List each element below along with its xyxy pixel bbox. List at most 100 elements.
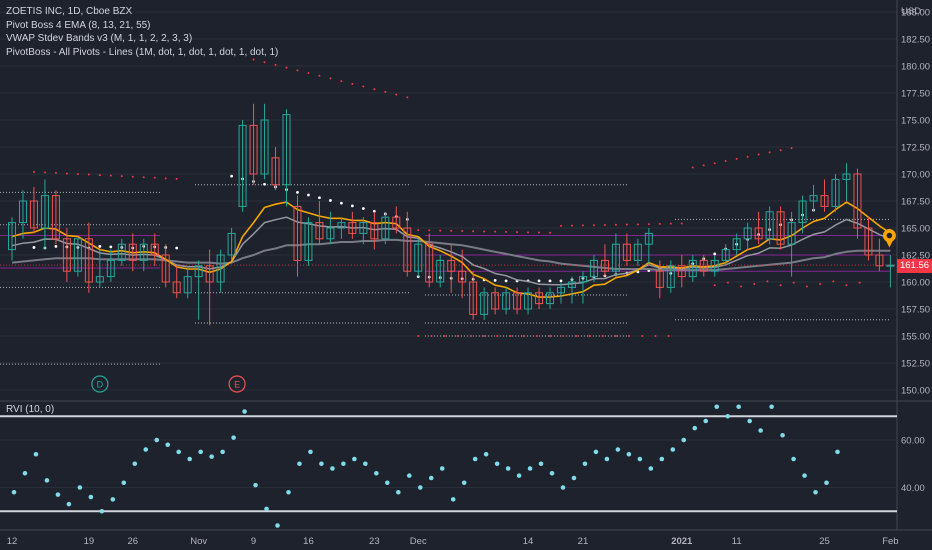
- band-dot: [592, 224, 595, 227]
- candle: [337, 217, 346, 239]
- band-dot: [516, 231, 519, 234]
- indicator-pivots[interactable]: PivotBoss - All Pivots - Lines (1M, dot,…: [6, 46, 279, 58]
- candle-body: [677, 265, 686, 278]
- rvi-dot: [538, 461, 544, 467]
- candle: [392, 206, 401, 234]
- rvi-dot: [813, 489, 818, 495]
- chart-legend: ZOETIS INC, 1D, Cboe BZX Pivot Boss 4 EM…: [6, 5, 278, 59]
- candle-body: [546, 292, 555, 305]
- event-marker-d[interactable]: D: [91, 375, 109, 393]
- candle-body: [106, 259, 115, 278]
- indicator-ema[interactable]: Pivot Boss 4 EMA (8, 13, 21, 55): [6, 19, 151, 31]
- band-dot: [496, 335, 499, 337]
- band-dot: [669, 222, 672, 225]
- event-marker-e[interactable]: E: [228, 375, 246, 393]
- vwap-dot: [537, 279, 541, 283]
- time-tick-label: Feb: [882, 536, 898, 547]
- rvi-dot: [231, 435, 236, 440]
- candle: [557, 282, 565, 304]
- rvi-dot: [198, 449, 203, 455]
- band-dot: [538, 231, 541, 234]
- band-dot: [614, 223, 617, 226]
- vwap-dot: [361, 207, 365, 210]
- price-tick-label: 152.50: [901, 359, 930, 370]
- candle: [864, 217, 873, 261]
- candle-body: [567, 281, 576, 288]
- candle-body: [644, 232, 653, 245]
- time-axis: 12 19 26 Nov 9 16 23 Dec 14 21 2021 11 25 Feb: [7, 536, 899, 547]
- candle-body: [480, 292, 489, 315]
- candle: [29, 186, 38, 234]
- band-dot: [702, 164, 705, 167]
- rvi-dot: [264, 506, 269, 512]
- vwap-dot: [329, 199, 332, 202]
- band-dot: [443, 335, 446, 337]
- band-dot: [658, 222, 661, 225]
- band-dot: [32, 170, 35, 173]
- band-dot: [406, 96, 409, 99]
- candle: [776, 206, 785, 250]
- candle: [875, 238, 884, 272]
- band-dot: [753, 282, 756, 285]
- candle: [183, 265, 192, 299]
- vwap-dot: [318, 196, 321, 200]
- band-dot: [779, 149, 782, 152]
- candle-body: [128, 243, 137, 261]
- band-dot: [252, 58, 255, 61]
- candle: [677, 255, 686, 288]
- rvi-dot: [396, 489, 401, 495]
- candle-body: [666, 265, 675, 288]
- rvi-dot: [165, 442, 171, 448]
- vwap-dot: [32, 246, 36, 249]
- price-tick-label: 155.00: [901, 332, 930, 343]
- candle-body: [622, 243, 631, 261]
- candle-body: [304, 222, 313, 261]
- band-dot: [647, 223, 650, 226]
- candle: [359, 217, 368, 245]
- candle-body: [348, 222, 357, 234]
- band-dot: [680, 222, 683, 225]
- candle: [304, 217, 313, 266]
- rvi-dot: [308, 449, 313, 455]
- rvi-title[interactable]: RVI (10, 0): [6, 404, 55, 415]
- band-dot: [307, 72, 310, 75]
- price-tick-label: 182.50: [901, 35, 930, 46]
- indicator-vwap[interactable]: VWAP Stdev Bands v3 (M, 1, 1, 2, 2, 3, 3…: [6, 33, 193, 44]
- candle-body: [62, 238, 71, 272]
- band-dot: [285, 66, 288, 69]
- vwap-dot: [296, 190, 299, 194]
- rvi-dot: [209, 454, 214, 459]
- band-dot: [509, 335, 512, 337]
- band-dot: [384, 90, 387, 93]
- vwap-dot: [109, 245, 113, 249]
- rvi-tick-label: 60.00: [901, 436, 925, 447]
- band-dot: [373, 88, 376, 91]
- symbol-title[interactable]: ZOETIS INC, 1D, Cboe BZX: [6, 6, 133, 17]
- vwap-dot: [713, 252, 717, 256]
- rvi-dot: [571, 475, 577, 481]
- vwap-dot: [307, 193, 310, 197]
- band-dot: [562, 335, 565, 337]
- candle: [216, 249, 225, 293]
- band-dot: [120, 175, 123, 178]
- candle: [491, 287, 500, 315]
- candle: [95, 249, 104, 288]
- candle: [326, 211, 335, 245]
- time-tick-label: 11: [732, 536, 742, 547]
- candle-body: [271, 157, 280, 186]
- candle: [480, 287, 489, 320]
- candle-body: [282, 114, 291, 186]
- vwap-dot: [98, 244, 102, 248]
- rvi-dot: [648, 466, 654, 471]
- band-dot: [340, 80, 343, 83]
- candle-body: [820, 195, 829, 207]
- band-dot: [417, 229, 420, 232]
- band-dot: [483, 335, 486, 337]
- band-dot: [790, 147, 793, 150]
- band-dot: [54, 171, 57, 174]
- rvi-dot: [297, 461, 302, 467]
- vwap-dot: [54, 244, 58, 248]
- candle-body: [227, 232, 236, 256]
- rvi-dot: [527, 466, 533, 471]
